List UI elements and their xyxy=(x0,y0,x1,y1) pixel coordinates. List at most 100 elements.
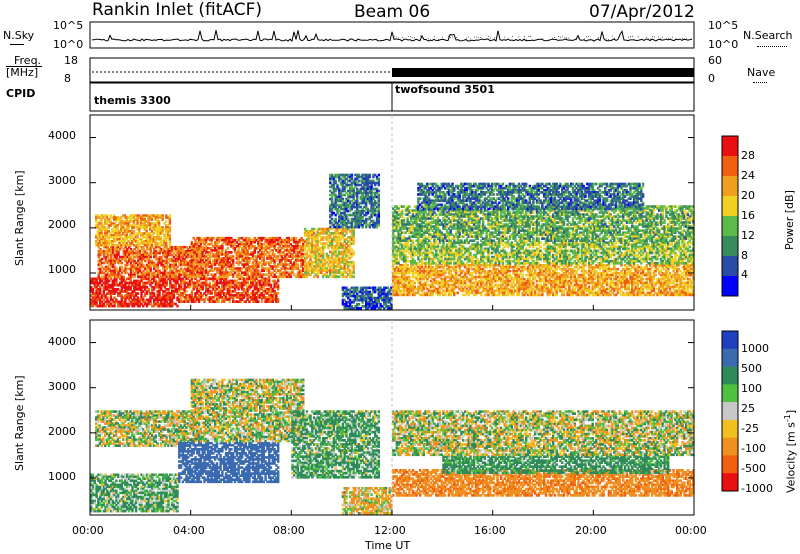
power-cell xyxy=(280,263,283,266)
power-cell xyxy=(352,211,355,215)
power-cell xyxy=(194,240,197,244)
power-cell xyxy=(131,275,134,279)
power-cell xyxy=(108,275,111,279)
power-cell xyxy=(156,261,160,265)
power-cell xyxy=(329,203,332,207)
power-cell xyxy=(162,273,165,277)
power-cell xyxy=(192,285,195,289)
power-cell xyxy=(109,220,112,223)
power-cell xyxy=(244,261,247,264)
power-cell xyxy=(126,253,129,257)
power-cell xyxy=(140,257,143,261)
power-cell xyxy=(136,226,139,229)
power-cell xyxy=(350,221,354,225)
power-cell xyxy=(330,263,334,266)
power-cell xyxy=(136,285,140,289)
power-cell xyxy=(223,273,226,276)
power-cell xyxy=(190,289,194,293)
power-cell xyxy=(223,261,226,264)
power-cell xyxy=(268,251,271,254)
power-cell xyxy=(201,253,204,256)
power-cell xyxy=(179,279,183,283)
power-cell xyxy=(187,265,190,269)
power-cell xyxy=(255,269,258,272)
power-cell xyxy=(336,183,339,187)
power-cell xyxy=(332,246,336,250)
power-cell xyxy=(144,251,147,255)
power-cell xyxy=(199,296,203,299)
power-cell xyxy=(442,267,445,271)
power-cell xyxy=(154,218,157,221)
power-cell xyxy=(370,286,373,290)
power-cell xyxy=(375,223,379,227)
power-cell xyxy=(187,255,190,259)
power-cell xyxy=(330,223,334,227)
power-cell xyxy=(141,216,145,219)
power-cell xyxy=(250,253,253,256)
power-cell xyxy=(257,296,260,299)
power-cell xyxy=(169,269,172,273)
power-cell xyxy=(357,215,361,219)
power-cell xyxy=(120,218,123,221)
power-cell xyxy=(341,201,345,205)
power-cell xyxy=(332,181,336,185)
power-cell xyxy=(100,279,104,283)
power-cell xyxy=(356,215,359,219)
power-cell xyxy=(318,258,321,262)
power-cell xyxy=(312,248,316,252)
power-cell xyxy=(117,253,120,257)
power-cell xyxy=(217,271,220,274)
power-cell xyxy=(435,279,438,283)
power-cell xyxy=(110,257,113,261)
power-cell xyxy=(214,240,217,244)
power-cell xyxy=(370,201,373,205)
power-cell xyxy=(321,238,325,241)
power-cell xyxy=(334,175,337,179)
power-cell xyxy=(145,269,149,273)
power-cell xyxy=(157,242,161,245)
power-cell xyxy=(264,273,267,276)
power-cell xyxy=(269,292,273,295)
power-cell xyxy=(330,209,334,213)
power-cell xyxy=(311,234,314,237)
power-cell xyxy=(171,269,174,273)
power-cell xyxy=(154,226,157,229)
power-cell xyxy=(154,298,158,302)
power-cell xyxy=(212,298,215,301)
power-cell xyxy=(178,261,181,265)
power-cell xyxy=(134,236,137,239)
power-cell xyxy=(413,281,416,285)
power-cell xyxy=(123,238,127,241)
power-cell xyxy=(410,289,413,293)
power-cell xyxy=(309,260,312,264)
power-cell xyxy=(134,292,138,295)
power-cell xyxy=(104,285,107,289)
power-cell xyxy=(454,279,458,283)
power-cell xyxy=(312,236,316,239)
power-cell xyxy=(208,296,211,299)
power-cell xyxy=(311,229,314,233)
power-cell xyxy=(363,286,366,290)
power-cell xyxy=(99,271,102,275)
power-cell xyxy=(169,263,172,267)
power-cell xyxy=(187,277,190,281)
power-cell xyxy=(188,283,192,287)
power-cell xyxy=(302,273,305,276)
power-cell xyxy=(350,219,354,223)
power-cell xyxy=(102,224,105,227)
power-cell xyxy=(354,211,357,215)
power-cell xyxy=(343,211,346,215)
power-cell xyxy=(289,247,292,250)
power-cell xyxy=(316,238,319,241)
power-cell xyxy=(372,211,375,215)
power-cell xyxy=(165,263,168,267)
power-cell xyxy=(235,269,238,272)
power-cell xyxy=(203,263,206,266)
power-cell xyxy=(395,289,398,293)
power-cell xyxy=(438,271,442,275)
power-cell xyxy=(106,267,109,271)
power-cell xyxy=(165,236,168,239)
power-cell xyxy=(257,251,260,254)
power-cell xyxy=(102,214,105,217)
power-cell xyxy=(329,244,332,248)
